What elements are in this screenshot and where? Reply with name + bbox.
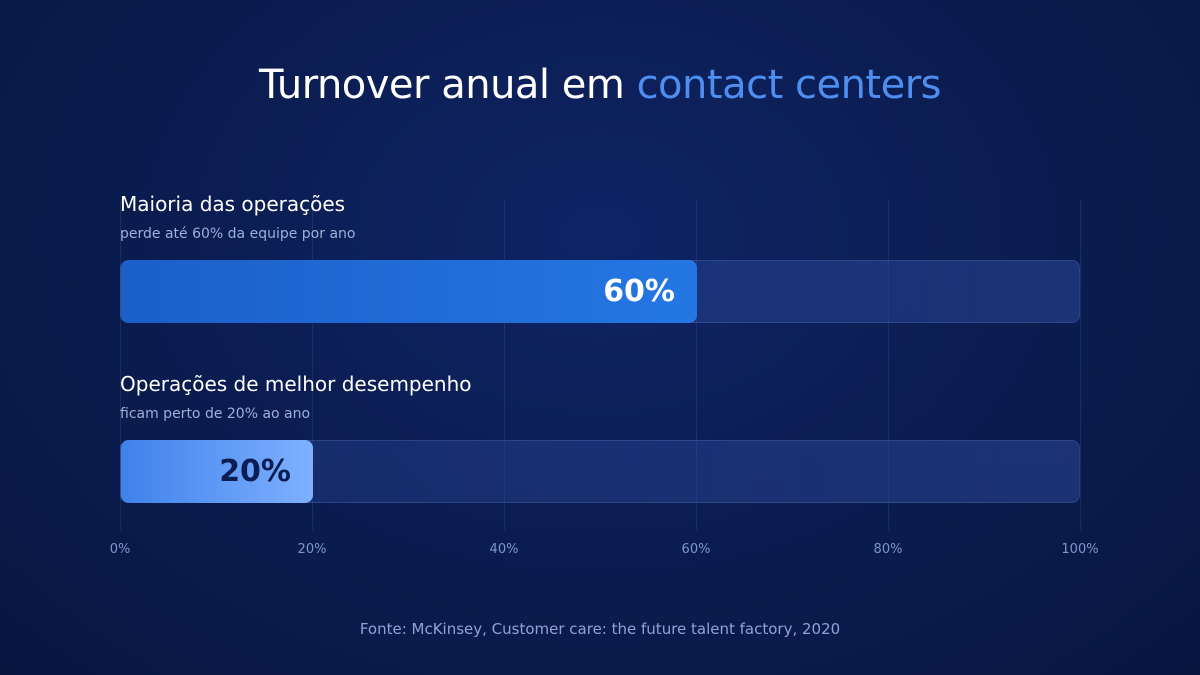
x-tick-label: 0%: [109, 542, 131, 557]
row-2-bar: 20%: [121, 440, 313, 503]
row-1-value-label: 60%: [603, 274, 675, 309]
source-note: Fonte: McKinsey, Customer care: the futu…: [359, 620, 841, 638]
row-1-label: Maioria das operações: [120, 192, 346, 216]
x-tick-label: 60%: [681, 542, 711, 557]
gridline: [1080, 200, 1081, 530]
x-tick-label: 100%: [1061, 542, 1099, 557]
row-2-sublabel: ficam perto de 20% ao ano: [120, 406, 311, 422]
row-1-track: 60%: [120, 260, 1080, 323]
row-2-track: 20%: [120, 440, 1080, 503]
x-tick-label: 80%: [873, 542, 903, 557]
row-1-bar: 60%: [121, 260, 697, 323]
gridline: [504, 200, 505, 530]
gridline: [312, 200, 313, 530]
gridline: [696, 200, 697, 530]
chart-title-accent: contact centers: [636, 62, 942, 108]
row-2-value-label: 20%: [219, 454, 291, 489]
chart-title-main: Turnover anual em: [258, 62, 625, 108]
gridline: [120, 200, 121, 530]
row-2-label: Operações de melhor desempenho: [120, 372, 472, 396]
x-tick-label: 20%: [297, 542, 327, 557]
gridline: [888, 200, 889, 530]
row-1-sublabel: perde até 60% da equipe por ano: [120, 226, 356, 242]
x-tick-label: 40%: [489, 542, 519, 557]
chart-title: Turnover anual em contact centers: [0, 62, 1200, 108]
